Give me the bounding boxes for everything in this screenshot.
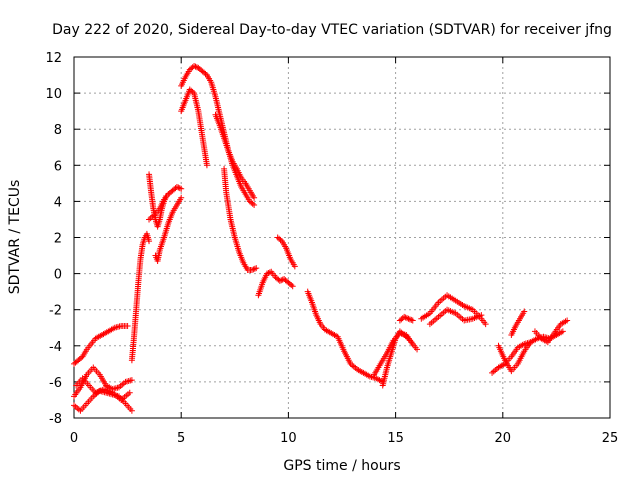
data-point bbox=[253, 265, 260, 272]
data-point bbox=[176, 185, 183, 192]
data-point bbox=[402, 314, 409, 321]
data-point bbox=[289, 283, 296, 290]
data-point bbox=[248, 266, 255, 273]
data-point bbox=[521, 308, 528, 315]
data-point bbox=[178, 194, 185, 201]
data-point bbox=[189, 88, 196, 95]
x-tick-label: 20 bbox=[495, 431, 512, 446]
grid-lines bbox=[74, 57, 610, 418]
data-point bbox=[251, 202, 258, 209]
data-point bbox=[478, 312, 485, 319]
y-tick-label: 2 bbox=[54, 232, 62, 247]
y-tick-label: -8 bbox=[49, 412, 62, 427]
y-tick-label: 12 bbox=[45, 51, 62, 66]
data-point bbox=[173, 183, 180, 190]
data-point bbox=[406, 316, 413, 323]
data-point bbox=[279, 276, 286, 283]
data-point bbox=[251, 194, 258, 201]
data-point bbox=[405, 315, 412, 322]
data-point bbox=[178, 185, 185, 192]
data-point bbox=[482, 321, 489, 328]
data-point bbox=[251, 265, 258, 272]
data-point bbox=[409, 340, 416, 347]
data-point bbox=[527, 339, 534, 346]
data-point bbox=[202, 70, 209, 77]
data-point bbox=[265, 269, 272, 276]
x-tick-label: 5 bbox=[177, 431, 185, 446]
x-tick-label: 0 bbox=[70, 431, 78, 446]
data-point bbox=[401, 313, 408, 320]
data-point bbox=[126, 389, 133, 396]
data-point bbox=[191, 63, 198, 70]
y-tick-label: 8 bbox=[54, 123, 62, 138]
y-tick-label: -6 bbox=[49, 376, 62, 391]
chart-title: Day 222 of 2020, Sidereal Day-to-day VTE… bbox=[52, 22, 612, 38]
x-axis-label: GPS time / hours bbox=[283, 458, 400, 474]
data-point bbox=[78, 354, 85, 361]
x-tick-label: 25 bbox=[602, 431, 619, 446]
data-point bbox=[128, 377, 135, 384]
data-point bbox=[564, 317, 571, 324]
x-tick-label: 10 bbox=[280, 431, 297, 446]
y-tick-label: -4 bbox=[49, 340, 62, 355]
data-point bbox=[409, 317, 416, 324]
y-tick-label: 4 bbox=[54, 195, 62, 210]
data-point bbox=[404, 315, 411, 322]
data-point bbox=[288, 282, 295, 289]
data-point bbox=[175, 184, 182, 191]
data-point bbox=[559, 328, 566, 335]
tick-labels: 0 5 10 15 20 25 -8 -6 -4 -2 0 2 4 6 8 10 12 bbox=[45, 51, 618, 446]
data-point bbox=[263, 270, 270, 277]
data-point bbox=[192, 63, 199, 70]
data-point bbox=[250, 266, 257, 273]
data-point bbox=[128, 407, 135, 414]
data-points bbox=[71, 63, 571, 414]
y-axis-label: SDTVAR / TECUs bbox=[7, 180, 23, 295]
data-point bbox=[146, 238, 153, 245]
y-tick-label: 0 bbox=[54, 268, 62, 283]
y-tick-label: 6 bbox=[54, 159, 62, 174]
data-point bbox=[266, 269, 273, 276]
data-point bbox=[408, 316, 415, 323]
y-tick-label: -2 bbox=[49, 304, 62, 319]
data-point bbox=[276, 277, 283, 284]
data-point bbox=[414, 346, 421, 353]
y-tick-label: 10 bbox=[45, 87, 62, 102]
x-tick-label: 15 bbox=[387, 431, 404, 446]
data-point bbox=[124, 322, 131, 329]
data-point bbox=[277, 236, 284, 243]
data-point bbox=[203, 162, 210, 169]
data-point bbox=[291, 263, 298, 270]
data-point bbox=[249, 200, 256, 207]
